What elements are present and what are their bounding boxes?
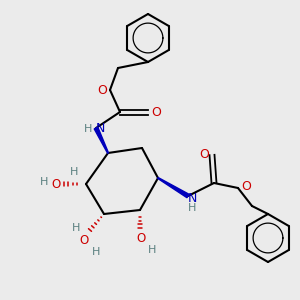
Text: O: O bbox=[199, 148, 209, 161]
Text: H: H bbox=[72, 223, 80, 233]
Text: N: N bbox=[95, 122, 105, 136]
Text: O: O bbox=[241, 179, 251, 193]
Polygon shape bbox=[94, 127, 109, 153]
Text: O: O bbox=[136, 232, 146, 244]
Text: O: O bbox=[51, 178, 61, 191]
Text: O: O bbox=[97, 83, 107, 97]
Text: H: H bbox=[84, 124, 92, 134]
Text: H: H bbox=[188, 203, 196, 213]
Text: H: H bbox=[148, 245, 156, 255]
Text: H: H bbox=[40, 177, 48, 187]
Text: O: O bbox=[80, 233, 88, 247]
Polygon shape bbox=[158, 178, 189, 198]
Text: O: O bbox=[151, 106, 161, 118]
Text: N: N bbox=[187, 191, 197, 205]
Text: H: H bbox=[70, 167, 78, 177]
Text: H: H bbox=[92, 247, 100, 257]
